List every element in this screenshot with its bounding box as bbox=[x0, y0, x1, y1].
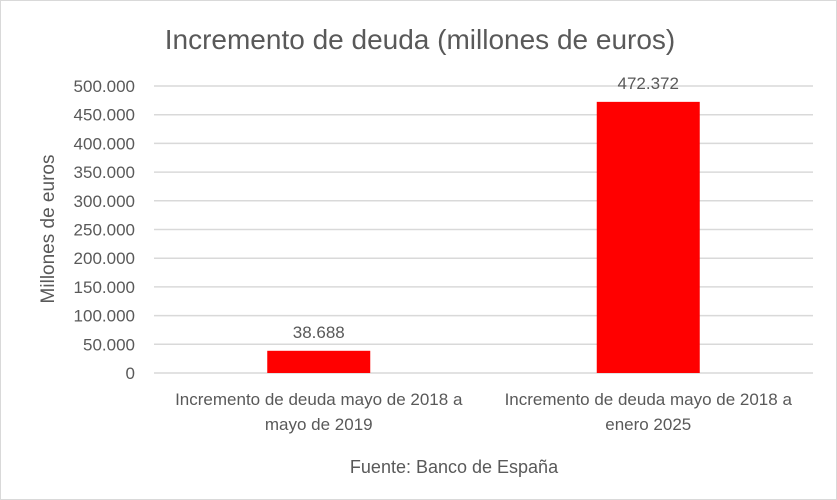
y-tick-label: 150.000 bbox=[74, 278, 135, 297]
x-axis-label: Fuente: Banco de España bbox=[350, 457, 559, 477]
y-tick-label: 300.000 bbox=[74, 192, 135, 211]
y-tick-label: 350.000 bbox=[74, 163, 135, 182]
category-label: enero 2025 bbox=[605, 415, 691, 434]
y-tick-label: 100.000 bbox=[74, 307, 135, 326]
y-tick-label: 0 bbox=[126, 364, 135, 383]
chart-title: Incremento de deuda (millones de euros) bbox=[165, 24, 676, 55]
y-tick-label: 500.000 bbox=[74, 77, 135, 96]
y-axis-label: Millones de euros bbox=[38, 155, 59, 304]
bar bbox=[267, 350, 371, 373]
data-label: 472.372 bbox=[618, 74, 679, 93]
category-label: Incremento de deuda mayo de 2018 a bbox=[505, 390, 793, 409]
y-tick-label: 450.000 bbox=[74, 106, 135, 125]
y-tick-label: 250.000 bbox=[74, 221, 135, 240]
y-tick-label: 400.000 bbox=[74, 134, 135, 153]
bar bbox=[596, 101, 700, 374]
category-label: Incremento de deuda mayo de 2018 a bbox=[175, 390, 463, 409]
y-tick-label: 200.000 bbox=[74, 249, 135, 268]
y-tick-label: 50.000 bbox=[83, 335, 135, 354]
data-label: 38.688 bbox=[293, 323, 345, 342]
category-label: mayo de 2019 bbox=[265, 415, 373, 434]
